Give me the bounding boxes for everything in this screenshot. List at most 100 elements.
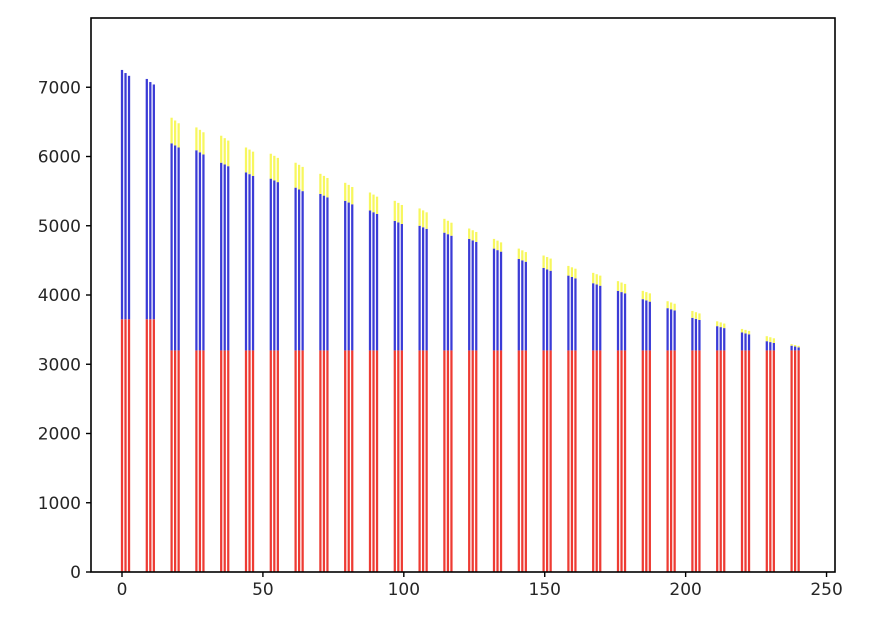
bar-segment-red [276,350,279,572]
bar-segment-blue [740,332,744,351]
bar-segment-yellow [666,301,669,309]
bar-segment-yellow [616,281,620,291]
bar-segment-yellow [397,202,400,223]
bar-segment-yellow [344,182,347,201]
y-tick-label: 2000 [38,425,81,445]
bar-segment-red [227,350,230,572]
bar-segment-red [691,350,694,572]
bar-segment-yellow [294,162,297,188]
bar-segment-blue [418,225,421,351]
bar-segment-red [152,319,155,572]
bar-segment-yellow [400,204,403,224]
bar-segment-blue [549,270,552,351]
bar-segment-red [772,350,775,572]
bar-segment-red [793,350,797,572]
bar-segment-blue [294,187,297,351]
bar-segment-blue [765,341,768,351]
bar-segment-red [716,350,719,572]
axes-background [91,18,835,572]
bar-segment-blue [542,267,545,351]
bar-segment-blue [202,154,205,351]
bar-segment-red [443,350,446,572]
bar-segment-blue [177,147,180,351]
bar-segment-blue [641,299,644,351]
bar-segment-blue [623,293,627,351]
bar-segment-red [120,319,124,572]
bar-segment-blue [223,164,226,351]
bar-segment-red [592,350,595,572]
bar-segment-yellow [716,321,719,327]
y-tick-label: 1000 [38,494,81,514]
bar-segment-red [648,350,651,572]
bar-segment-red [202,350,205,572]
bar-segment-yellow [347,184,350,203]
bar-segment-yellow [421,210,425,228]
bar-segment-red [351,350,354,572]
bar-segment-yellow [223,138,226,165]
bar-segment-red [475,350,478,572]
bar-segment-yellow [301,166,304,192]
bar-segment-red [177,350,180,572]
bar-segment-red [744,350,747,572]
bar-segment-blue [545,269,549,351]
x-tick-label: 100 [388,580,420,600]
bar-segment-blue [648,301,651,351]
bar-segment-blue [227,166,230,351]
bar-segment-blue [517,258,520,351]
bar-segment-red [723,350,726,572]
bar-segment-blue [120,69,124,320]
bar-segment-red [517,350,520,572]
bar-segment-blue [772,342,775,351]
bar-segment-blue [372,212,375,351]
bar-segment-blue [719,327,722,351]
bar-segment-red [623,350,627,572]
bar-segment-yellow [570,267,574,277]
bar-segment-yellow [248,149,251,175]
bar-segment-red [326,350,329,572]
bar-segment-blue [248,174,251,351]
bar-segment-red [599,350,602,572]
bar-segment-blue [251,175,255,351]
bar-segment-red [471,350,474,572]
bar-segment-blue [468,238,471,351]
bar-segment-blue [716,326,719,351]
bar-segment-blue [475,241,478,351]
bar-segment-red [344,350,347,572]
bar-segment-blue [723,328,726,351]
bar-segment-blue [673,310,676,351]
bar-segment-red [418,350,421,572]
bar-segment-blue [471,240,474,351]
bar-segment-yellow [375,196,379,214]
bar-segment-yellow [797,345,800,348]
bar-segment-yellow [645,292,648,301]
bar-segment-red [397,350,400,572]
bar-segment-red [769,350,772,572]
bar-segment-red [145,319,148,572]
bar-segment-blue [450,235,453,351]
bar-segment-blue [351,204,354,351]
bar-segment-red [765,350,768,572]
bar-segment-blue [149,82,152,320]
bar-segment-red [694,350,698,572]
bar-segment-blue [574,278,577,351]
bar-segment-red [666,350,669,572]
bar-segment-yellow [567,265,570,276]
bar-segment-yellow [273,155,276,181]
y-tick-label: 3000 [38,355,81,375]
bar-segment-blue [797,347,800,351]
bar-segment-yellow [322,175,326,196]
bar-segment-red [322,350,326,572]
bar-segment-blue [397,222,400,351]
bar-segment-blue [620,292,623,351]
bar-segment-red [524,350,527,572]
x-tick-label: 250 [810,580,842,600]
bar-segment-yellow [475,231,478,242]
bar-segment-yellow [297,164,301,190]
bar-segment-red [790,350,793,572]
bar-segment-red [698,350,701,572]
bar-segment-red [294,350,297,572]
bar-segment-blue [570,276,574,351]
bar-segment-yellow [372,194,375,213]
bar-segment-blue [499,251,503,351]
bar-segment-red [620,350,623,572]
